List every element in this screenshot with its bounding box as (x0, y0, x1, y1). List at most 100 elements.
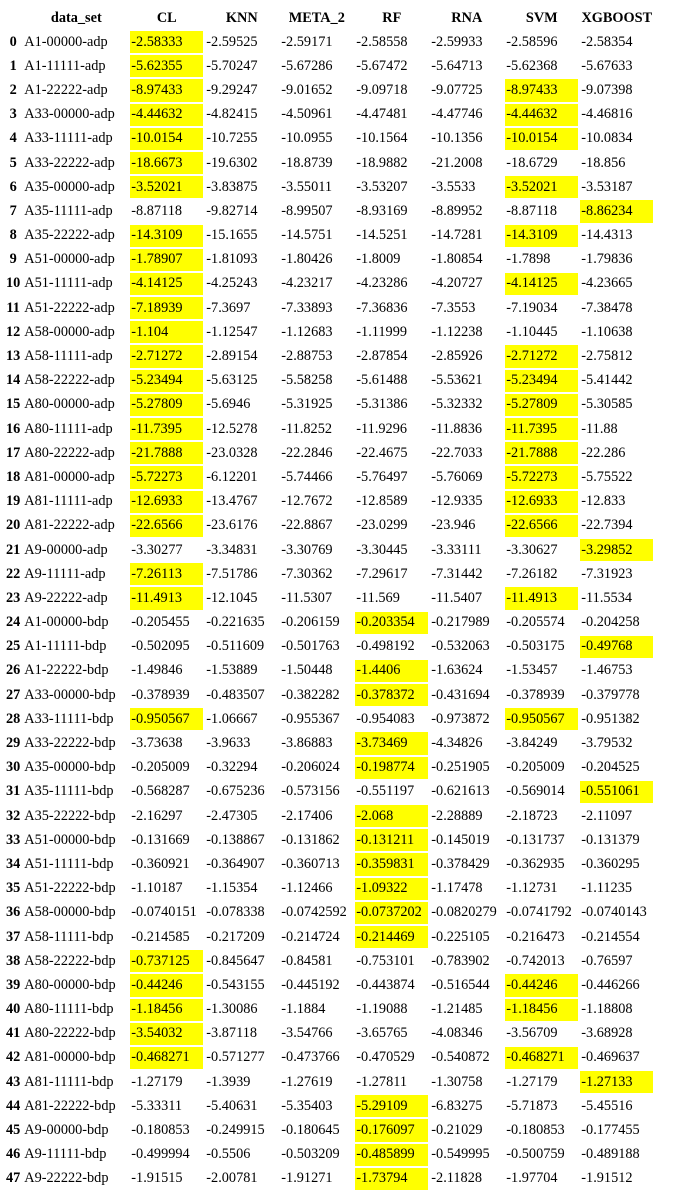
value-cell: -9.29247 (206, 81, 258, 98)
value-cell: -4.23217 (281, 275, 333, 292)
data-set-cell: A81-00000-adp (24, 468, 115, 485)
row-index: 17 (6, 444, 21, 461)
value-cell: -14.4313 (581, 227, 633, 244)
highlighted-value-cell: -0.485899 (355, 1143, 429, 1166)
header-row: data_set CL KNN META_2 RF RNA SVM XGBOOST (4, 7, 653, 29)
value-cell: -3.53207 (356, 178, 408, 195)
value-cell: -4.20727 (431, 275, 483, 292)
data-set-cell: A33-00000-adp (24, 106, 115, 123)
value-cell: -1.27811 (356, 1073, 407, 1090)
table-row: 12 A58-00000-adp -1.104 -1.12547 -1.12683 -1.… (4, 321, 653, 344)
value-cell: -3.68928 (581, 1025, 633, 1042)
table-row: 6 A35-00000-adp -3.52021 -3.83875 -3.55011 -3… (4, 176, 653, 199)
value-cell: -0.742013 (506, 952, 565, 969)
value-cell: -1.11235 (581, 880, 632, 897)
highlighted-value-cell: -21.7888 (130, 442, 204, 465)
highlighted-value-cell: -11.7395 (505, 418, 579, 441)
table-header: data_set CL KNN META_2 RF RNA SVM XGBOOST (4, 7, 653, 29)
value-cell: -0.443874 (356, 976, 415, 993)
highlighted-value-cell: -0.737125 (130, 950, 204, 973)
value-cell: -0.954083 (356, 710, 415, 727)
row-index: 46 (6, 1146, 21, 1163)
value-cell: -0.569014 (506, 783, 565, 800)
value-cell: -5.64713 (431, 57, 483, 74)
value-cell: -0.378939 (131, 686, 190, 703)
table-row: 20 A81-22222-adp -22.6566 -23.6176 -22.8867-… (4, 514, 653, 537)
table-row: 23 A9-22222-adp -11.4913 -12.1045 -11.5307 -1… (4, 587, 653, 610)
value-cell: -1.97704 (506, 1170, 558, 1187)
value-cell: -0.500759 (506, 1146, 565, 1163)
value-cell: -0.138867 (206, 831, 265, 848)
highlighted-value-cell: -0.551061 (580, 780, 654, 803)
highlighted-value-cell: -1.09322 (355, 877, 429, 900)
value-cell: -10.0955 (281, 130, 333, 147)
value-cell: -0.955367 (281, 710, 340, 727)
highlighted-value-cell: -22.6566 (505, 514, 579, 537)
value-cell: -14.7281 (431, 227, 483, 244)
table-row: 46 A9-11111-bdp -0.499994 -0.5506 -0.503209-… (4, 1143, 653, 1166)
value-cell: -1.27179 (506, 1073, 558, 1090)
value-cell: -5.63125 (206, 372, 258, 389)
row-index: 27 (6, 686, 21, 703)
value-cell: -1.27179 (131, 1073, 183, 1090)
value-cell: -1.10187 (131, 880, 183, 897)
value-cell: -0.783902 (431, 952, 490, 969)
value-cell: -1.46753 (581, 662, 633, 679)
value-cell: -0.84581 (281, 952, 333, 969)
data-set-cell: A81-11111-adp (24, 493, 113, 510)
table-row: 7 A35-11111-adp -8.87118 -9.82714 -8.99507 -8… (4, 200, 654, 223)
value-cell: -0.204258 (581, 614, 640, 631)
value-cell: -2.87854 (356, 348, 408, 365)
value-cell: -3.56709 (506, 1025, 558, 1042)
value-cell: -0.532063 (431, 638, 490, 655)
row-index: 21 (6, 541, 21, 558)
row-index: 18 (6, 468, 21, 485)
value-cell: -23.6176 (206, 517, 258, 534)
value-cell: -7.36836 (356, 299, 408, 316)
value-cell: -0.845647 (206, 952, 265, 969)
table-row: 38 A58-22222-bdp -0.737125 -0.845647 -0.8458… (4, 950, 653, 973)
value-cell: -0.131379 (581, 831, 640, 848)
data-set-cell: A51-11111-bdp (24, 855, 114, 872)
value-cell: -0.378939 (506, 686, 565, 703)
highlighted-value-cell: -0.950567 (130, 708, 204, 731)
highlighted-value-cell: -5.29109 (355, 1095, 429, 1118)
value-cell: -22.7033 (431, 444, 483, 461)
value-cell: -0.177455 (581, 1122, 640, 1139)
value-cell: -12.8589 (356, 493, 408, 510)
value-cell: -0.516544 (431, 976, 490, 993)
value-cell: -0.378429 (431, 855, 490, 872)
table-row: 25 A1-11111-bdp -0.502095 -0.511609 -0.50176… (4, 635, 654, 658)
value-cell: -1.30758 (431, 1073, 483, 1090)
value-cell: -0.0820279 (431, 904, 497, 921)
value-cell: -0.503209 (281, 1146, 340, 1163)
column-header: SVM (525, 9, 558, 26)
data-set-cell: A80-00000-bdp (24, 976, 116, 993)
value-cell: -7.38478 (581, 299, 633, 316)
row-index: 36 (6, 904, 21, 921)
value-cell: -1.81093 (206, 251, 258, 268)
highlighted-value-cell: -3.29852 (580, 538, 654, 562)
row-index: 45 (6, 1122, 21, 1139)
table-row: 36 A58-00000-bdp -0.0740151 -0.078338 -0.074… (4, 901, 653, 924)
table-row: 37 A58-11111-bdp -0.214585 -0.217209 -0.2147… (4, 925, 653, 949)
table-row: 47 A9-22222-bdp -1.91515 -2.00781 -1.91271 -1… (4, 1167, 653, 1190)
highlighted-value-cell: -5.23494 (505, 369, 579, 392)
value-cell: -7.31923 (581, 565, 633, 582)
row-index: 31 (6, 783, 21, 800)
highlighted-value-cell: -0.44246 (130, 974, 204, 997)
row-index: 6 (9, 178, 17, 195)
row-index: 11 (6, 299, 20, 316)
row-index: 1 (9, 57, 17, 74)
value-cell: -0.180853 (506, 1122, 565, 1139)
value-cell: -9.07398 (581, 81, 633, 98)
highlighted-value-cell: -7.26113 (130, 563, 204, 586)
row-index: 15 (6, 396, 21, 413)
highlighted-value-cell: -0.0737202 (355, 901, 429, 924)
value-cell: -0.214554 (581, 928, 640, 945)
table-row: 30 A35-00000-bdp -0.205009 -0.32294 -0.20602… (4, 756, 653, 779)
table-row: 24 A1-00000-bdp -0.205455 -0.221635 -0.20615… (4, 611, 653, 634)
value-cell: -11.88 (581, 420, 618, 437)
value-cell: -3.9633 (206, 735, 251, 752)
value-cell: -3.30769 (281, 541, 333, 558)
